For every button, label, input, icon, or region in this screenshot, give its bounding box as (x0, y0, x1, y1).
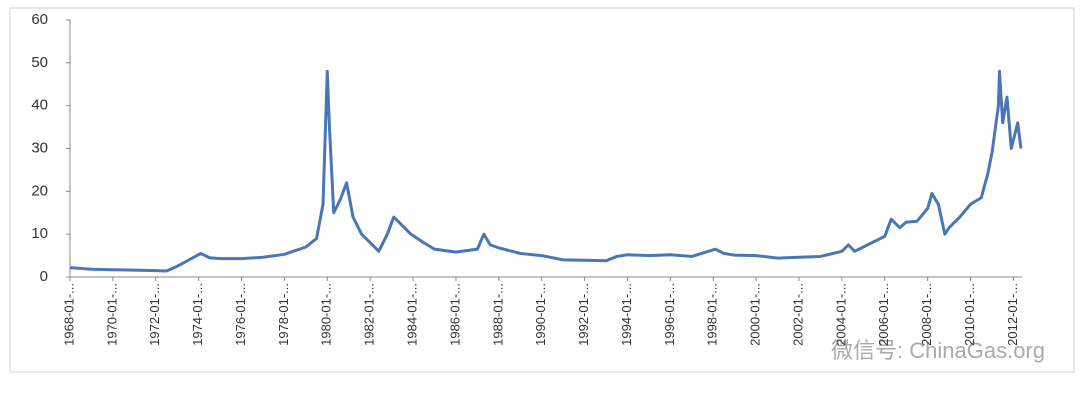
y-tick-label: 20 (31, 182, 48, 199)
x-tick-label: 1996-01-... (662, 283, 677, 346)
x-tick-label: 2008-01-... (919, 283, 934, 346)
x-tick-label: 1980-01-... (319, 283, 334, 346)
chart-frame (9, 7, 1075, 373)
y-tick-label: 50 (31, 54, 48, 71)
x-tick-label: 2012-01-... (1005, 283, 1020, 346)
x-tick-label: 2006-01-... (876, 283, 891, 346)
x-tick-label: 1998-01-... (705, 283, 720, 346)
x-tick-label: 1986-01-... (447, 283, 462, 346)
x-tick-label: 2002-01-... (790, 283, 805, 346)
x-tick-label: 1972-01-... (147, 283, 162, 346)
x-tick-label: 1968-01-... (61, 283, 76, 346)
x-tick-label: 2010-01-... (962, 283, 977, 346)
x-tick-label: 1988-01-... (490, 283, 505, 346)
x-tick-label: 1982-01-... (362, 283, 377, 346)
y-tick-label: 0 (40, 268, 48, 285)
x-tick-label: 2004-01-... (833, 283, 848, 346)
x-tick-label: 1970-01-... (104, 283, 119, 346)
y-tick-label: 40 (31, 97, 48, 114)
series-line (69, 69, 1023, 273)
y-tick-label: 60 (31, 11, 48, 28)
x-tick-label: 2000-01-... (748, 283, 763, 346)
x-tick-label: 1994-01-... (619, 283, 634, 346)
x-tick-label: 1974-01-... (190, 283, 205, 346)
y-tick-label: 10 (31, 225, 48, 242)
watermark: 微信号: ChinaGas.org (831, 338, 1045, 363)
x-tick-label: 1984-01-... (405, 283, 420, 346)
y-tick-label: 30 (31, 139, 48, 156)
x-tick-label: 1976-01-... (233, 283, 248, 346)
x-tick-label: 1978-01-... (276, 283, 291, 346)
x-tick-label: 1992-01-... (576, 283, 591, 346)
x-tick-label: 1990-01-... (533, 283, 548, 346)
